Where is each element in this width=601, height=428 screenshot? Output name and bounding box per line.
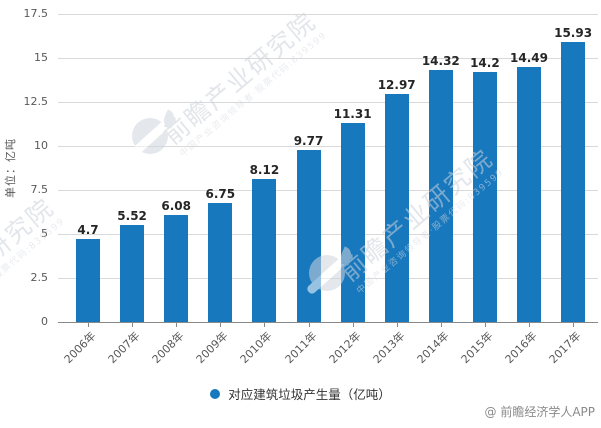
source-attribution: @ 前瞻经济学人APP	[484, 405, 596, 419]
y-tick-label: 5	[41, 227, 48, 240]
x-axis-tick	[352, 323, 354, 327]
y-axis-title: 单位：亿吨	[4, 138, 17, 198]
bar-value-label: 14.2	[470, 56, 500, 71]
bar-value-label: 6.75	[205, 187, 236, 202]
bar	[340, 122, 365, 322]
bar	[561, 41, 586, 322]
x-axis-tick	[176, 323, 178, 327]
bar-value-label: 14.32	[421, 53, 460, 68]
bar	[252, 179, 277, 322]
bar-value-label: 5.52	[117, 208, 147, 223]
logo-swoosh-icon	[128, 116, 174, 159]
qianzhan-logo-icon	[128, 109, 178, 159]
bar	[164, 214, 189, 322]
y-tick-label: 17.5	[23, 7, 49, 20]
bar-value-label: 12.97	[377, 77, 416, 92]
x-axis-tick	[264, 323, 266, 327]
watermark-brand: 前瞻产业研究院	[158, 6, 322, 151]
bar	[76, 239, 100, 322]
bar-value-label: 14.49	[510, 50, 548, 65]
x-axis-tick	[396, 323, 398, 327]
x-axis-tick	[573, 323, 575, 327]
bar	[120, 224, 145, 322]
legend-marker-icon	[210, 388, 221, 399]
bar-value-label: 9.77	[293, 134, 324, 149]
gridline	[58, 102, 598, 103]
x-axis-tick	[308, 323, 310, 327]
x-axis-tick	[132, 323, 134, 327]
bar-value-label: 11.31	[333, 106, 372, 121]
gridline	[58, 146, 598, 147]
bar	[384, 93, 409, 322]
y-tick-label: 2.5	[30, 271, 49, 284]
bar-value-label: 15.93	[554, 25, 593, 40]
y-tick-label: 7.5	[30, 183, 49, 196]
bar	[472, 72, 497, 322]
gridline	[58, 14, 598, 15]
bar-value-label: 8.12	[249, 163, 280, 178]
bar	[428, 69, 453, 322]
legend: 对应建筑垃圾产生量（亿吨）	[0, 384, 601, 403]
gridline	[58, 234, 598, 235]
watermark-brand: 前瞻产业研究院	[0, 192, 60, 337]
x-axis-tick	[88, 323, 89, 327]
y-tick-label: 10	[34, 139, 48, 152]
gridline	[58, 190, 598, 191]
bar-value-label: 4.7	[77, 223, 99, 238]
x-axis-tick	[440, 323, 442, 327]
x-axis-tick	[220, 323, 222, 327]
y-tick-label: 12.5	[23, 95, 49, 108]
x-axis-tick	[529, 323, 530, 327]
logo-flame-icon	[161, 109, 178, 129]
y-tick-label: 0	[41, 315, 48, 328]
x-axis-line	[58, 322, 598, 323]
bar	[517, 66, 541, 322]
bar-value-label: 6.08	[161, 198, 191, 213]
bar	[208, 203, 233, 322]
legend-label: 对应建筑垃圾产生量（亿吨）	[228, 387, 391, 402]
x-axis-tick	[484, 323, 486, 327]
gridline	[58, 58, 598, 59]
bar	[296, 150, 321, 322]
y-tick-label: 15	[34, 51, 48, 64]
